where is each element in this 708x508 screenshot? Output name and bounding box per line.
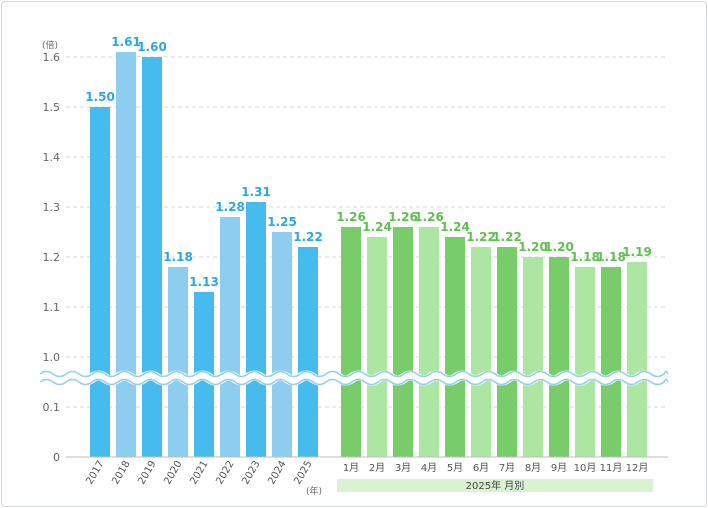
bar — [298, 247, 318, 457]
value-label: 1.25 — [267, 215, 297, 229]
value-label: 1.26 — [336, 210, 366, 224]
bar — [116, 52, 136, 457]
x-tick-label: 2017 — [84, 459, 106, 487]
x-tick-label: 2023 — [240, 459, 262, 487]
value-label: 1.13 — [189, 275, 219, 289]
value-label: 1.18 — [570, 250, 600, 264]
value-label: 1.50 — [85, 90, 115, 104]
bar — [471, 247, 491, 457]
y-tick-label: 1.3 — [43, 201, 61, 214]
value-label: 1.20 — [544, 240, 574, 254]
axis-break — [36, 370, 673, 386]
x-tick-label: 2021 — [188, 459, 210, 487]
x-tick-label: 8月 — [525, 462, 541, 474]
value-label: 1.22 — [293, 230, 323, 244]
y-tick-label: 1.2 — [43, 251, 61, 264]
bar — [497, 247, 517, 457]
value-label: 1.61 — [111, 35, 141, 49]
x-tick-label: 2020 — [162, 459, 184, 487]
bar — [220, 217, 240, 457]
x-tick-label: 2月 — [369, 462, 385, 474]
value-label: 1.22 — [492, 230, 522, 244]
axis-break-line — [39, 370, 669, 378]
bar — [601, 267, 621, 457]
y-tick-label: 0 — [53, 451, 60, 464]
bar — [445, 237, 465, 457]
x-tick-label: 6月 — [473, 462, 489, 474]
x-tick-label: 2019 — [136, 459, 158, 487]
bar — [367, 237, 387, 457]
y-tick-label: 0.1 — [43, 401, 61, 414]
value-label: 1.24 — [440, 220, 470, 234]
x-tick-label: 12月 — [626, 462, 649, 474]
bar — [523, 257, 543, 457]
y-tick-label: 1.6 — [43, 51, 61, 64]
y-axis: 0 0.1 1.0 1.1 1.2 1.3 1.4 1.5 1.6(倍) — [42, 39, 668, 464]
x-tick-label: 2024 — [266, 459, 288, 487]
value-label: 1.60 — [137, 40, 167, 54]
bar — [246, 202, 266, 457]
x-tick-label: 7月 — [499, 462, 515, 474]
x-tick-label: 9月 — [551, 462, 567, 474]
value-label: 1.18 — [163, 250, 193, 264]
x-tick-label: 5月 — [447, 462, 463, 474]
y-tick-label: 1.0 — [43, 351, 61, 364]
bar — [341, 227, 361, 457]
axis-break-gap — [36, 370, 673, 386]
x-tick-label: 2025 — [292, 459, 314, 487]
bar — [419, 227, 439, 457]
x-tick-label: 1月 — [343, 462, 359, 474]
month-band — [337, 479, 653, 492]
value-label: 1.26 — [414, 210, 444, 224]
bar — [142, 57, 162, 457]
x-unit-label: (年) — [306, 485, 322, 497]
bar — [549, 257, 569, 457]
bars — [90, 52, 647, 457]
bar — [627, 262, 647, 457]
axis-break-line — [39, 378, 669, 386]
value-label: 1.22 — [466, 230, 496, 244]
value-label: 1.19 — [622, 245, 652, 259]
value-labels: 1.501.611.601.181.131.281.311.251.221.26… — [85, 35, 652, 289]
bar — [168, 267, 188, 457]
x-tick-label: 2018 — [110, 459, 132, 487]
bar — [393, 227, 413, 457]
y-unit-label: (倍) — [42, 39, 58, 51]
x-tick-label: 2022 — [214, 459, 236, 487]
bar — [575, 267, 595, 457]
month-group-band: 2025年 月別 — [337, 479, 653, 492]
value-label: 1.26 — [388, 210, 418, 224]
month-band-label: 2025年 月別 — [466, 479, 525, 492]
value-label: 1.28 — [215, 200, 245, 214]
bar — [272, 232, 292, 457]
x-tick-label: 11月 — [600, 462, 623, 474]
y-tick-label: 1.1 — [43, 301, 61, 314]
x-tick-label: 4月 — [421, 462, 437, 474]
value-label: 1.18 — [596, 250, 626, 264]
y-tick-label: 1.4 — [43, 151, 61, 164]
y-tick-label: 1.5 — [43, 101, 61, 114]
x-tick-label: 3月 — [395, 462, 411, 474]
bar — [90, 107, 110, 457]
value-label: 1.20 — [518, 240, 548, 254]
value-label: 1.31 — [241, 185, 271, 199]
x-tick-label: 10月 — [574, 462, 597, 474]
value-label: 1.24 — [362, 220, 392, 234]
